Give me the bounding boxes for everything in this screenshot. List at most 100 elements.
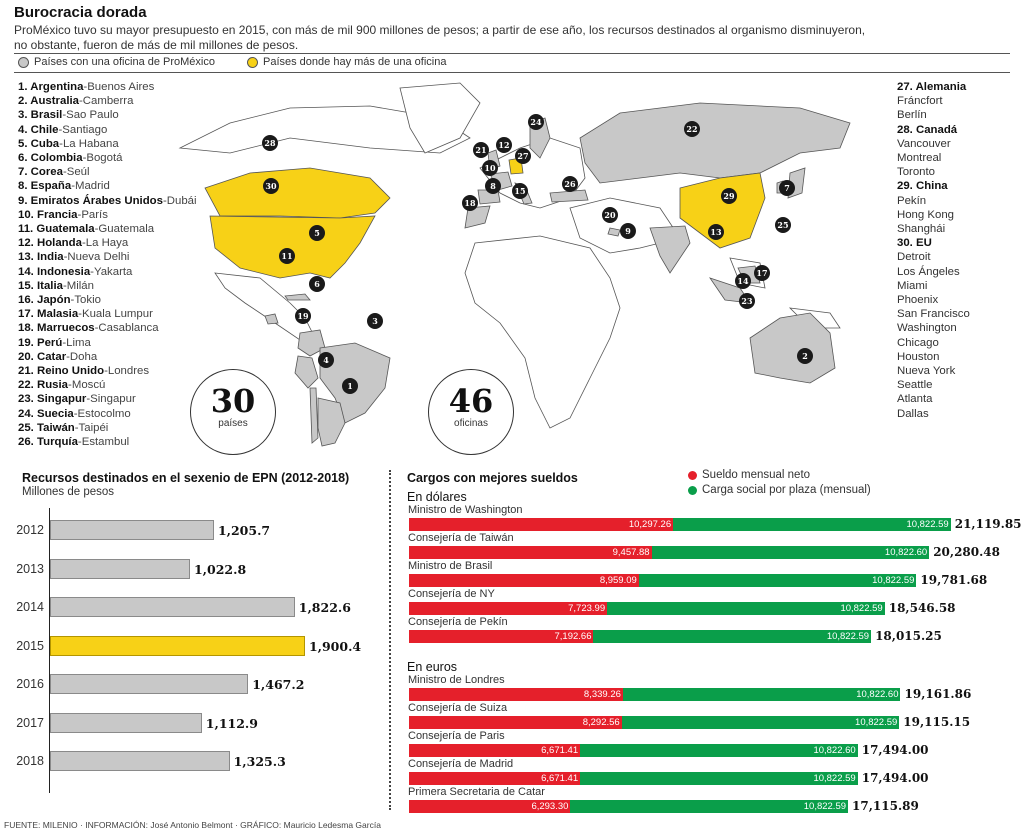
city-name: -Tokio xyxy=(70,294,101,307)
budget-year-label: 2015 xyxy=(16,638,44,653)
yellow-dot-icon xyxy=(247,56,258,68)
country-peru xyxy=(294,355,319,389)
city-name: -Madrid xyxy=(71,180,110,193)
city-name: -París xyxy=(77,208,108,221)
legend-net-salary: Sueldo mensual neto xyxy=(688,468,871,483)
country-canada xyxy=(204,167,391,219)
svg-text:8: 8 xyxy=(490,181,496,191)
map-marker-1: 1 xyxy=(342,378,358,394)
budget-year-label: 2012 xyxy=(16,523,44,537)
budget-year-label: 2013 xyxy=(16,561,44,576)
green-dot-icon xyxy=(688,486,697,495)
country-list-item: 6. Colombia-Bogotá xyxy=(18,151,197,165)
country-list-item: 23. Singapur-Singapur xyxy=(18,392,197,406)
budget-year-label: 2017 xyxy=(16,715,44,730)
country-name: 19. Perú xyxy=(18,336,63,349)
country-china xyxy=(679,172,766,249)
salary-total-label: 17,494.00 xyxy=(861,771,929,785)
city-name: -Buenos Aires xyxy=(83,81,155,93)
map-marker-24: 24 xyxy=(528,114,544,130)
country-list-item: 11. Guatemala-Guatemala xyxy=(18,222,197,236)
country-name: 5. Cuba xyxy=(18,137,60,150)
net-salary-bar: 6,671.41 xyxy=(409,744,581,757)
salary-total-label: 18,015.25 xyxy=(875,629,942,643)
multi-city-name: Montreal xyxy=(897,152,942,165)
country-name: 12. Holanda xyxy=(18,237,82,250)
salary-total-label: 17,115.89 xyxy=(852,799,919,813)
multi-city-name: Detroit xyxy=(897,251,931,264)
net-salary-bar: 10,297.26 xyxy=(409,518,674,531)
multi-city-name: Miami xyxy=(897,279,928,292)
subtitle-line-1: ProMéxico tuvo su mayor presupuesto en 2… xyxy=(14,23,866,37)
country-name: 1. Argentina xyxy=(18,81,84,93)
salary-total-label: 19,161.86 xyxy=(904,687,972,701)
city-name: -Guatemala xyxy=(94,223,155,236)
multi-city-name: Seattle xyxy=(897,379,933,392)
svg-text:14: 14 xyxy=(737,276,749,286)
multi-office-list: 27. Alemania Fráncfort Berlín 28. Canadá Van… xyxy=(897,80,970,421)
city-name: -La Haya xyxy=(81,237,129,250)
salary-group-title: En dólares xyxy=(407,490,467,504)
country-list-item: 8. España-Madrid xyxy=(18,179,197,193)
budget-value-label: 1,112.9 xyxy=(205,715,258,731)
country-uae xyxy=(607,227,621,237)
multi-city-name: Chicago xyxy=(897,336,939,349)
map-single-office-countries xyxy=(264,102,851,447)
country-russia xyxy=(579,102,851,184)
social-charge-bar: 10,822.59 xyxy=(673,518,951,531)
country-name: 15. Italia xyxy=(18,279,63,292)
country-list-item: 9. Emiratos Árabes Unidos-Dubái xyxy=(18,194,197,208)
multi-city-name: Toronto xyxy=(897,166,935,179)
city-name: -Seúl xyxy=(62,166,90,179)
red-dot-icon xyxy=(688,471,697,480)
country-name: 25. Taiwán xyxy=(18,421,75,434)
country-list-item: 2. Australia-Camberra xyxy=(18,94,197,108)
map-marker-22: 22 xyxy=(684,121,700,137)
social-charge-bar: 10,822.59 xyxy=(593,630,872,643)
multi-country-heading: 27. Alemania xyxy=(897,81,967,93)
map-marker-17: 17 xyxy=(754,265,770,281)
city-name: -Singapur xyxy=(86,393,136,406)
svg-text:30: 30 xyxy=(265,181,277,191)
social-charge-bar: 10,822.60 xyxy=(580,744,858,757)
multi-city-name: San Francisco xyxy=(897,308,970,321)
map-marker-8: 8 xyxy=(485,178,501,194)
multi-city-name: Nueva York xyxy=(897,365,956,378)
country-list-item: 1. Argentina-Buenos Aires xyxy=(18,80,197,94)
budget-bar-2014 xyxy=(50,597,295,617)
legend-multi-office: Países donde hay más de una oficina xyxy=(247,56,446,68)
net-salary-bar: 8,292.56 xyxy=(409,716,622,729)
city-name: -Lima xyxy=(62,336,91,349)
multi-city-name: Phoenix xyxy=(897,294,939,307)
multi-city-name: Dallas xyxy=(897,407,929,420)
multi-city-name: Pekín xyxy=(897,194,927,207)
subtitle-line-2: no obstante, fueron de más de mil millon… xyxy=(14,38,299,52)
city-name: -Milán xyxy=(62,279,94,292)
map-marker-7: 7 xyxy=(779,180,795,196)
map-marker-30: 30 xyxy=(263,178,279,194)
map-marker-14: 14 xyxy=(735,273,751,289)
city-name: -Camberra xyxy=(79,95,134,108)
social-charge-bar: 10,822.59 xyxy=(580,772,858,785)
social-charge-bar: 10,822.60 xyxy=(651,546,930,559)
multi-country-heading: 30. EU xyxy=(897,237,932,250)
city-name: -Yakarta xyxy=(90,265,133,278)
budget-year-label: 2016 xyxy=(16,677,44,691)
multi-city-name: Houston xyxy=(897,350,940,363)
country-list: 1. Argentina-Buenos Aires 2. Australia-Ca… xyxy=(18,80,197,449)
gray-dot-icon xyxy=(18,56,29,68)
section-divider xyxy=(389,470,391,810)
svg-text:4: 4 xyxy=(323,355,329,365)
map-marker-19: 19 xyxy=(295,308,311,324)
salary-total-label: 21,119.85 xyxy=(954,517,1022,531)
salary-row-label: Primera Secretaria de Catar xyxy=(408,786,545,798)
map-marker-23: 23 xyxy=(739,293,755,309)
city-name: -Estocolmo xyxy=(73,407,131,420)
svg-text:20: 20 xyxy=(604,210,616,220)
country-list-item: 25. Taiwán-Taipéi xyxy=(18,421,197,435)
map-marker-13: 13 xyxy=(708,224,724,240)
svg-text:18: 18 xyxy=(464,198,476,208)
svg-text:2: 2 xyxy=(802,351,808,361)
country-name: 20. Catar xyxy=(18,350,67,363)
budget-bar-2018 xyxy=(50,751,230,771)
